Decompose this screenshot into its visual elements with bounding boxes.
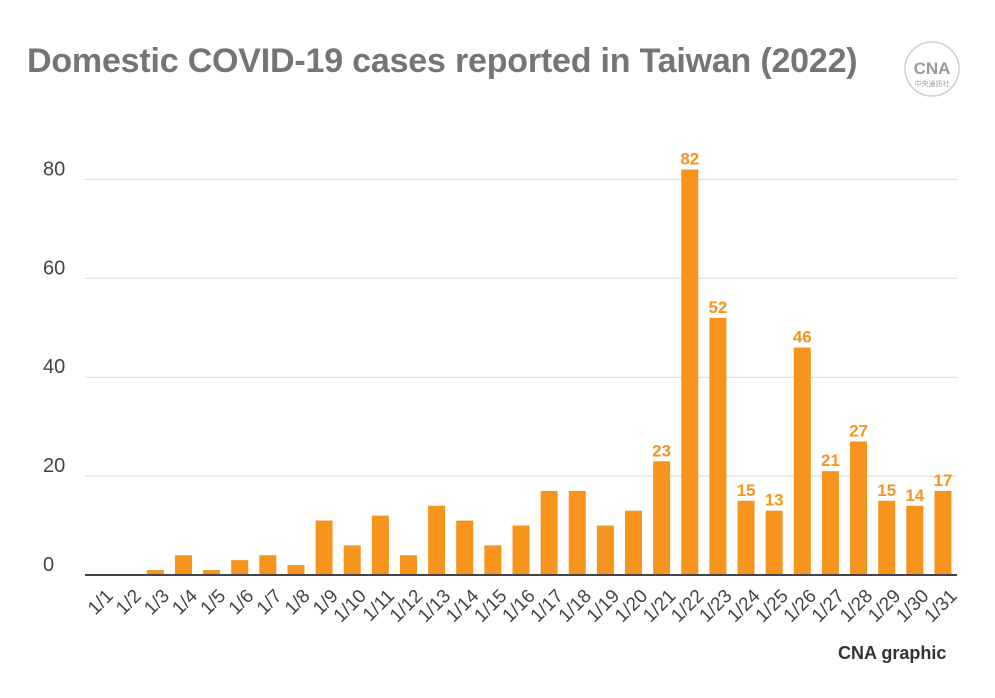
data-label: 21 [821,451,840,470]
bar [765,510,783,575]
data-label: 15 [737,481,756,500]
credit-text: CNA graphic [838,643,947,663]
bar [709,317,727,575]
data-label: 23 [652,441,671,460]
x-tick-label: 1/3 [140,586,174,620]
bar [371,515,389,575]
bar [821,471,839,575]
bar [681,169,699,575]
y-tick-label: 60 [43,257,65,279]
bar [850,441,868,575]
bar [287,565,305,575]
x-tick-label: 1/2 [112,586,146,620]
data-label: 46 [793,328,812,347]
data-label: 52 [708,298,727,317]
logo-subtext: 中央通訊社 [915,79,950,88]
x-tick-label: 1/4 [169,585,203,619]
bar [568,490,586,575]
bar [793,347,811,575]
bar [934,490,952,575]
chart-title: Domestic COVID-19 cases reported in Taiw… [27,42,858,80]
data-label: 27 [849,421,868,440]
bar [428,505,446,575]
bar [653,461,671,575]
bar [878,500,896,575]
bar [146,570,164,575]
bar [456,520,474,575]
bar [174,555,192,575]
bar [540,490,558,575]
data-labels: 23 82 52 15 13 46 21 27 15 14 17 [652,150,952,510]
x-axis-ticks: 1/11/21/31/41/51/61/71/81/91/101/111/121… [84,585,961,626]
bar [737,500,755,575]
bar [399,555,417,575]
y-tick-label: 40 [43,356,65,378]
bar [625,510,643,575]
x-tick-label: 1/8 [281,586,315,620]
bar [343,545,361,575]
bars [146,169,952,575]
bar [231,560,249,575]
y-tick-label: 80 [43,158,65,180]
bar [315,520,333,575]
y-tick-label: 0 [43,554,54,576]
bar [484,545,502,575]
data-label: 15 [877,481,896,500]
y-axis-ticks: 0 20 40 60 80 [43,158,65,576]
data-label: 13 [765,491,784,510]
x-tick-label: 1/7 [253,586,287,620]
gridlines [85,178,957,477]
data-label: 82 [680,150,699,169]
bar [203,570,221,575]
x-tick-label: 1/5 [197,586,231,620]
x-tick-label: 1/1 [84,586,118,620]
bar [259,555,277,575]
bar [906,505,924,575]
x-tick-label: 1/6 [225,586,259,620]
data-label: 14 [905,486,924,505]
x-tick-label: 1/31 [921,586,962,627]
data-label: 17 [933,471,952,490]
cna-logo-icon: CNA 中央通訊社 [903,40,961,98]
bar [596,525,614,575]
y-tick-label: 20 [43,455,65,477]
bar [512,525,530,575]
logo-text: CNA [914,59,951,78]
